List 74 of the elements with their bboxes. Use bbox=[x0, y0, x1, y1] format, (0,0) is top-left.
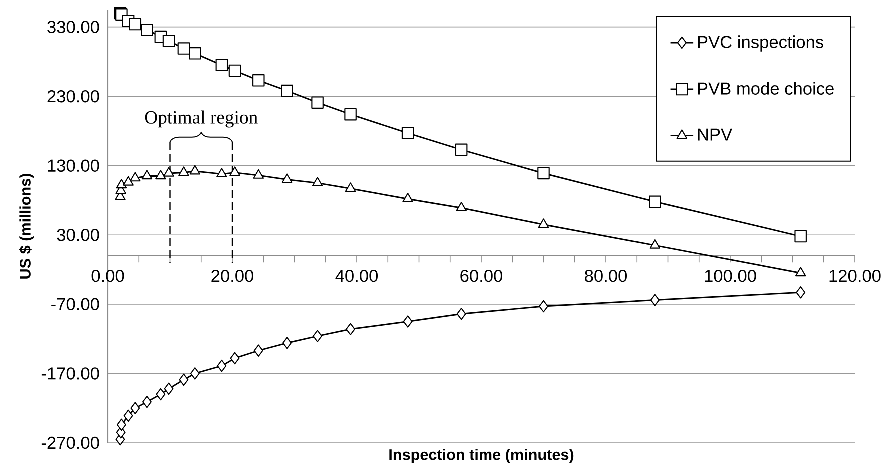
point bbox=[178, 42, 190, 55]
y-tick-label: -270.00 bbox=[42, 436, 100, 450]
y-tick-label: 130.00 bbox=[48, 160, 100, 172]
point bbox=[312, 96, 324, 109]
point bbox=[142, 170, 153, 180]
point bbox=[164, 382, 174, 396]
x-tick-label: 40.00 bbox=[336, 270, 378, 282]
point bbox=[253, 169, 264, 179]
point bbox=[344, 108, 357, 121]
point bbox=[313, 330, 323, 342]
y-tick-label: 230.00 bbox=[48, 90, 100, 103]
point bbox=[649, 196, 662, 208]
y-tick-label: 330.00 bbox=[48, 21, 100, 34]
point bbox=[156, 170, 166, 180]
point bbox=[123, 176, 134, 186]
x-axis-title: Inspection time (minutes) bbox=[390, 449, 574, 464]
legend-label: PVC inspections bbox=[698, 36, 824, 52]
point bbox=[217, 360, 227, 372]
point bbox=[402, 127, 414, 140]
point bbox=[795, 267, 806, 277]
x-tick-label: 20.00 bbox=[212, 270, 254, 282]
point bbox=[116, 179, 128, 189]
y-tick-label: 30.00 bbox=[57, 229, 100, 242]
point bbox=[179, 374, 189, 386]
x-tick-label: 60.00 bbox=[460, 270, 503, 282]
point bbox=[403, 316, 413, 328]
point bbox=[794, 230, 807, 243]
point bbox=[650, 239, 661, 249]
point bbox=[116, 418, 126, 432]
point bbox=[228, 64, 242, 78]
y-tick-label: -170.00 bbox=[42, 368, 100, 380]
point bbox=[539, 300, 548, 313]
point bbox=[162, 35, 176, 48]
point bbox=[650, 294, 660, 306]
point bbox=[216, 59, 228, 72]
point bbox=[281, 84, 294, 98]
x-tick-label: 120.00 bbox=[830, 270, 881, 282]
point bbox=[282, 337, 292, 350]
y-axis-title: US $ (millions) bbox=[19, 174, 34, 279]
point bbox=[345, 182, 356, 192]
point bbox=[164, 167, 174, 177]
point bbox=[141, 24, 154, 36]
point bbox=[456, 202, 467, 212]
point bbox=[230, 166, 240, 176]
point bbox=[189, 48, 202, 60]
x-tick-label: 100.00 bbox=[705, 270, 756, 282]
legend-label: PVB mode choice bbox=[698, 82, 834, 95]
point bbox=[254, 344, 264, 357]
point bbox=[130, 172, 141, 182]
point bbox=[346, 323, 356, 336]
point bbox=[129, 18, 142, 31]
y-tick-label: -70.00 bbox=[52, 298, 100, 311]
point bbox=[190, 368, 200, 380]
point bbox=[538, 167, 550, 180]
point bbox=[538, 218, 550, 228]
point bbox=[455, 144, 468, 156]
point bbox=[230, 352, 240, 365]
point bbox=[190, 165, 201, 175]
point bbox=[142, 396, 152, 408]
point bbox=[456, 308, 466, 320]
point bbox=[216, 168, 228, 178]
legend-label: NPV bbox=[698, 128, 733, 141]
x-tick-label: 80.00 bbox=[585, 270, 628, 282]
point bbox=[796, 286, 806, 299]
point bbox=[178, 166, 190, 176]
point bbox=[130, 402, 140, 414]
x-tick-label: 0.00 bbox=[92, 270, 124, 282]
point bbox=[124, 410, 134, 422]
point bbox=[282, 174, 293, 184]
point bbox=[156, 388, 166, 401]
point bbox=[402, 192, 414, 202]
annotation: Optimal region bbox=[145, 110, 258, 128]
point bbox=[312, 177, 324, 187]
point bbox=[252, 74, 265, 87]
